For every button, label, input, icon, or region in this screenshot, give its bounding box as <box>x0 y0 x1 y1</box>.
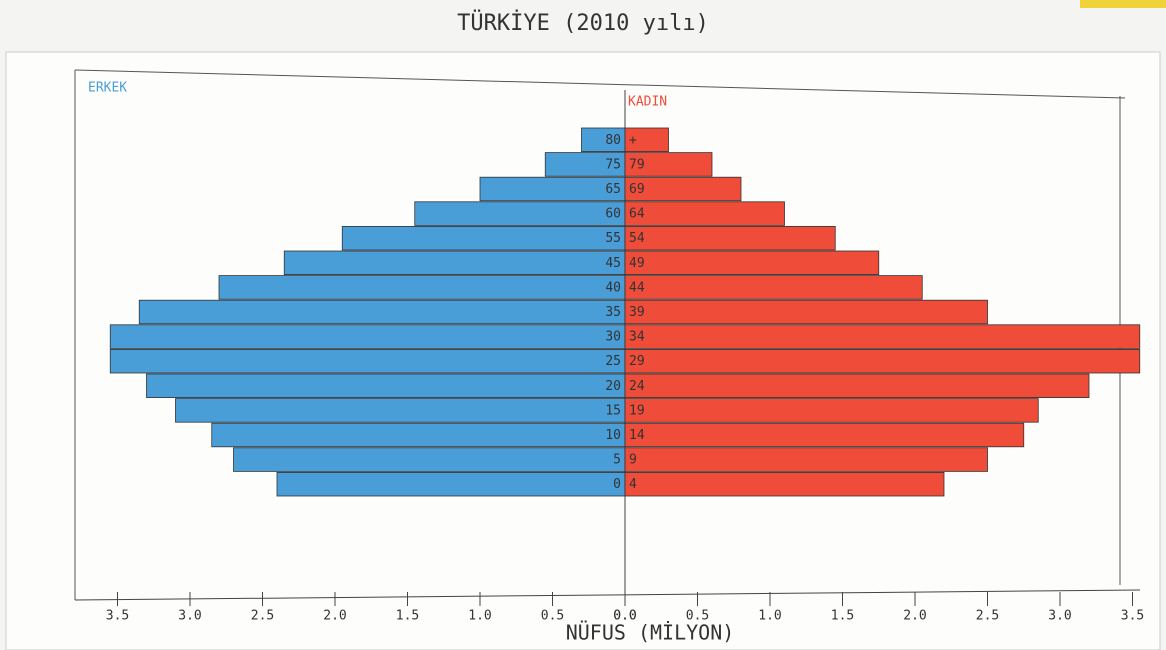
age-label-to: 79 <box>629 157 645 172</box>
age-label-from: 35 <box>605 305 621 320</box>
age-label-from: 5 <box>613 453 621 468</box>
age-label-to: 4 <box>629 477 637 492</box>
age-label-to: 24 <box>629 379 645 394</box>
age-label-from: 55 <box>605 231 621 246</box>
x-axis-title: NÜFUS (MİLYON) <box>566 621 735 645</box>
x-tick-label: 0.5 <box>541 609 564 624</box>
chart-title: TÜRKİYE (2010 yılı) <box>457 10 709 36</box>
bar-male <box>479 176 626 202</box>
age-label-to: + <box>629 133 637 148</box>
bar-female <box>624 201 785 226</box>
age-label-from: 75 <box>605 157 621 172</box>
age-label-from: 25 <box>605 354 621 369</box>
x-tick-label: 1.5 <box>396 609 419 624</box>
bar-male <box>276 471 626 497</box>
age-label-from: 45 <box>605 256 621 271</box>
x-tick-label: 2.5 <box>976 609 999 624</box>
age-label-to: 64 <box>629 207 645 222</box>
x-tick-label: 2.5 <box>251 609 274 624</box>
bar-female <box>624 471 945 497</box>
x-tick-label: 0.5 <box>686 609 709 624</box>
x-tick-label: 2.0 <box>323 609 346 624</box>
x-tick-label: 1.5 <box>831 609 854 624</box>
bar-male <box>109 324 626 349</box>
x-tick-label: 1.0 <box>468 609 491 624</box>
bar-male <box>146 373 626 399</box>
bar-male <box>138 299 626 325</box>
age-label-from: 60 <box>605 207 621 222</box>
bar-female <box>624 127 669 153</box>
bar-male <box>109 348 626 374</box>
bar-female <box>624 422 1025 448</box>
bar-female <box>624 250 880 276</box>
bar-female <box>624 373 1090 399</box>
age-label-to: 44 <box>629 280 645 295</box>
bar-male <box>341 225 626 251</box>
bar-female <box>624 299 988 325</box>
age-label-to: 54 <box>629 231 645 246</box>
age-label-to: 49 <box>629 256 645 271</box>
age-label-to: 14 <box>629 428 645 443</box>
bar-female <box>624 348 1141 374</box>
legend-male: ERKEK <box>88 81 127 96</box>
age-label-to: 39 <box>629 305 645 320</box>
bar-female <box>624 225 836 251</box>
age-label-to: 69 <box>629 182 645 197</box>
age-label-from: 80 <box>605 133 621 148</box>
bar-male <box>175 398 626 423</box>
bar-male <box>218 275 626 300</box>
age-label-from: 30 <box>605 330 621 345</box>
x-tick-label: 3.0 <box>1048 609 1071 624</box>
age-label-from: 0 <box>613 477 621 492</box>
x-tick-label: 0.0 <box>613 609 636 624</box>
age-label-from: 65 <box>605 182 621 197</box>
age-label-from: 10 <box>605 428 621 443</box>
bar-female <box>624 152 713 177</box>
x-axis <box>74 589 1141 601</box>
age-label-to: 9 <box>629 453 637 468</box>
bar-male <box>283 250 626 276</box>
bar-male <box>233 447 626 472</box>
frame-top <box>74 69 1126 99</box>
bar-female <box>624 447 988 472</box>
age-label-to: 19 <box>629 403 645 418</box>
age-label-from: 40 <box>605 280 621 295</box>
bar-female <box>624 324 1141 349</box>
bar-female <box>624 398 1039 423</box>
age-label-to: 34 <box>629 330 645 345</box>
x-tick-label: 0.0 <box>613 609 636 624</box>
legend-female: KADIN <box>628 95 667 110</box>
bar-female <box>624 275 923 300</box>
x-tick-label: 3.0 <box>178 609 201 624</box>
x-tick-label: 1.0 <box>758 609 781 624</box>
bar-female <box>624 176 742 202</box>
age-label-to: 29 <box>629 354 645 369</box>
x-tick-label: 3.5 <box>1121 609 1144 624</box>
bar-male <box>414 201 626 226</box>
age-label-from: 20 <box>605 379 621 394</box>
age-label-from: 15 <box>605 403 621 418</box>
x-tick-label: 3.5 <box>106 609 129 624</box>
x-tick-label: 2.0 <box>903 609 926 624</box>
paper-edge <box>1080 0 1166 8</box>
bar-male <box>211 422 626 448</box>
